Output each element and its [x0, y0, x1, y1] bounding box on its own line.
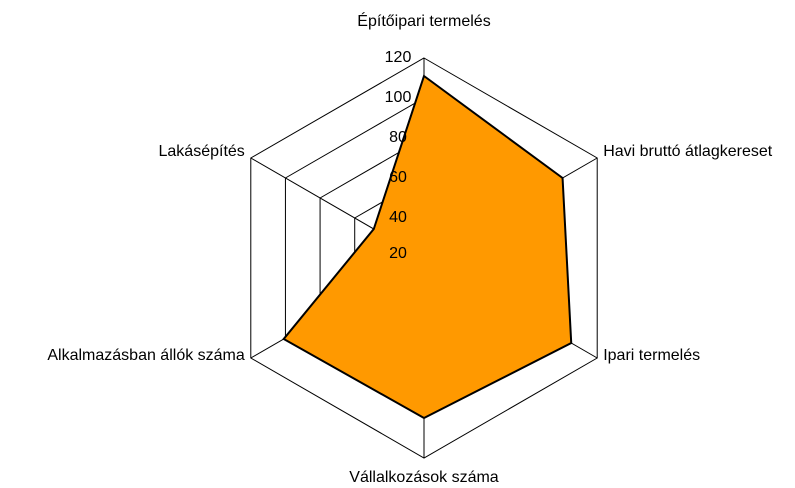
r-tick-label: 120: [385, 49, 412, 66]
r-tick-label: 100: [385, 89, 412, 106]
category-label: Ipari termelés: [603, 347, 700, 364]
series-area: [282, 74, 573, 420]
category-label: Havi bruttó átlagkereset: [603, 143, 773, 160]
category-label: Építőipari termelés: [357, 11, 490, 30]
r-tick-label: 40: [389, 209, 407, 226]
category-label: Vállalkozások száma: [349, 469, 499, 486]
category-label: Lakásépítés: [159, 143, 245, 160]
r-tick-label: 20: [389, 245, 407, 262]
r-tick-label: 80: [389, 129, 407, 146]
category-label: Alkalmazásban állók száma: [47, 347, 245, 364]
r-tick-label: 60: [389, 169, 407, 186]
